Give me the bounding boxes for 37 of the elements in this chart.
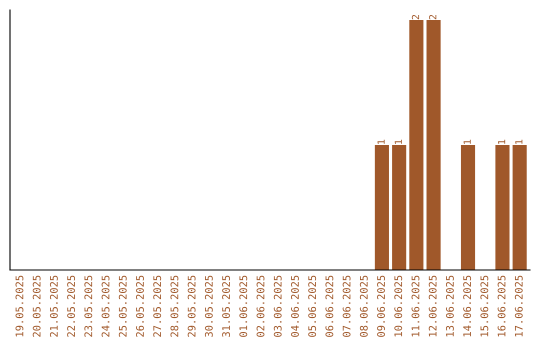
x-tick-label: 04.06.2025 xyxy=(291,276,299,337)
x-tick-label: 26.05.2025 xyxy=(136,276,144,337)
x-tick-label: 01.06.2025 xyxy=(239,276,248,337)
x-tick-label: 17.06.2025 xyxy=(514,276,523,336)
x-tick-label: 21.05.2025 xyxy=(50,276,58,337)
x-tick-label: 14.06.2025 xyxy=(463,276,472,336)
data-label: 1 xyxy=(378,140,385,144)
x-tick-label: 13.06.2025 xyxy=(446,276,454,336)
x-tick-label: 25.05.2025 xyxy=(118,276,127,337)
x-tick-label: 19.05.2025 xyxy=(16,276,24,336)
data-label: 2 xyxy=(412,14,420,20)
x-tick-label: 02.06.2025 xyxy=(256,276,264,337)
data-label: 1 xyxy=(498,140,506,144)
x-tick-label: 11.06.2025 xyxy=(412,276,420,336)
x-tick-label: 08.06.2025 xyxy=(360,276,368,337)
x-tick-label: 27.05.2025 xyxy=(153,276,162,337)
x-tick-label: 23.05.2025 xyxy=(84,276,92,337)
x-tick-label: 06.06.2025 xyxy=(325,276,334,337)
x-tick-label: 16.06.2025 xyxy=(498,276,506,336)
x-tick-label: 31.05.2025 xyxy=(222,276,230,337)
x-tick-label: 03.06.2025 xyxy=(274,276,282,337)
x-tick-label: 15.06.2025 xyxy=(480,276,488,336)
x-tick-label: 30.05.2025 xyxy=(204,276,213,337)
x-tick-label: 24.05.2025 xyxy=(102,276,110,337)
x-tick-label: 29.05.2025 xyxy=(188,276,196,337)
data-label: 2 xyxy=(429,14,436,20)
x-tick-label: 07.06.2025 xyxy=(342,276,351,337)
x-tick-label: 12.06.2025 xyxy=(428,276,437,336)
x-tick-label: 05.06.2025 xyxy=(308,276,316,337)
data-label: 1 xyxy=(464,140,471,144)
data-label: 1 xyxy=(515,140,522,144)
x-tick-label: 28.05.2025 xyxy=(170,276,178,337)
x-tick-label: 20.05.2025 xyxy=(32,276,41,337)
x-tick-label: 22.05.2025 xyxy=(67,276,76,337)
x-tick-label: 09.06.2025 xyxy=(377,276,385,337)
x-tick-label: 10.06.2025 xyxy=(394,276,402,336)
data-label: 1 xyxy=(394,140,402,144)
